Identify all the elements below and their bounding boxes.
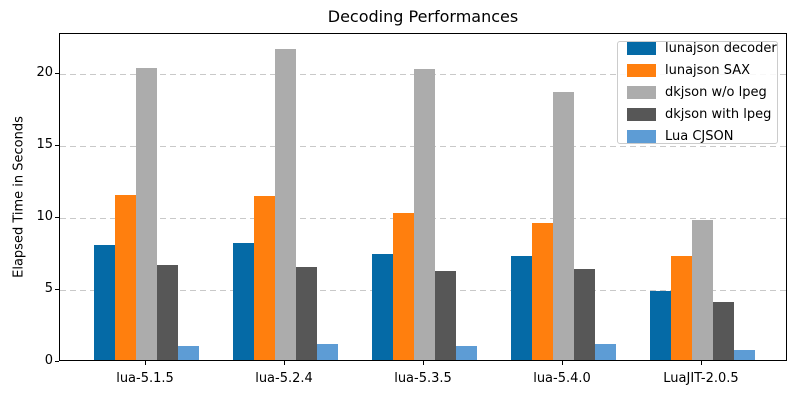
bar-dkjson-w-o-lpeg [691,220,713,360]
bar-dkjson-w-o-lpeg [552,92,574,360]
bar-lua-cjson [177,345,199,360]
bar-lunajson-sax [670,256,692,360]
legend-item: lunajson decoder [627,41,777,56]
y-tick-label: 10 [36,209,53,225]
y-tick-mark [55,217,59,219]
bar-dkjson-w-o-lpeg [274,49,296,360]
y-tick-label: 5 [44,281,53,297]
x-tick-label: lua-5.1.5 [116,371,174,386]
bar-dkjson-w-o-lpeg [413,69,435,360]
y-tick-mark [55,145,59,147]
x-tick-label: lua-5.3.5 [394,371,452,386]
bar-dkjson-w-o-lpeg [135,67,157,360]
y-tick-label: 0 [44,353,53,368]
chart-title: Decoding Performances [327,7,519,26]
legend-swatch-icon [627,64,656,77]
bar-lunajson-decoder [232,243,254,360]
bar-dkjson-with-lpeg [434,270,456,360]
legend-swatch-icon [627,42,656,55]
bar-lunajson-decoder [510,256,532,360]
bar-lua-cjson [455,345,477,360]
bar-lunajson-sax [114,194,136,360]
bar-dkjson-with-lpeg [295,266,317,360]
bar-lunajson-decoder [649,290,671,360]
y-tick-mark [55,289,59,291]
bar-lunajson-decoder [93,244,115,360]
x-tick-label: LuaJIT-2.0.5 [663,371,739,386]
x-tick-mark [284,361,285,365]
x-tick-mark [423,361,424,365]
x-tick-label: lua-5.4.0 [533,371,591,386]
legend-item: lunajson SAX [627,63,768,78]
legend-label: dkjson w/o lpeg [665,85,767,100]
legend: lunajson decoder lunajson SAX dkjson w/o l… [617,41,778,144]
legend-item: dkjson with lpeg [627,107,772,122]
bar-lua-cjson [316,344,338,360]
bar-dkjson-with-lpeg [573,269,595,360]
x-tick-label: lua-5.2.4 [255,371,313,386]
x-tick-mark [701,361,702,365]
bar-dkjson-with-lpeg [712,302,734,360]
legend-item: dkjson w/o lpeg [627,85,768,100]
x-tick-mark [145,361,146,365]
legend-swatch-icon [627,130,656,143]
legend-label: Lua CJSON [665,129,734,144]
bar-lua-cjson [733,349,755,360]
bar-lunajson-decoder [371,253,393,360]
x-tick-mark [562,361,563,365]
legend-item: Lua CJSON [627,129,768,144]
y-tick-mark [55,73,59,75]
bar-dkjson-with-lpeg [156,265,178,360]
y-tick-mark [55,361,59,362]
legend-label: dkjson with lpeg [665,107,772,122]
bar-lunajson-sax [253,196,275,360]
legend-swatch-icon [627,86,656,99]
bar-lunajson-sax [531,223,553,360]
y-tick-label: 15 [36,137,53,153]
legend-label: lunajson decoder [665,41,777,56]
legend-label: lunajson SAX [665,63,751,78]
bar-lua-cjson [594,344,616,360]
y-tick-label: 20 [36,65,53,81]
legend-swatch-icon [627,108,656,121]
bar-lunajson-sax [392,213,414,360]
